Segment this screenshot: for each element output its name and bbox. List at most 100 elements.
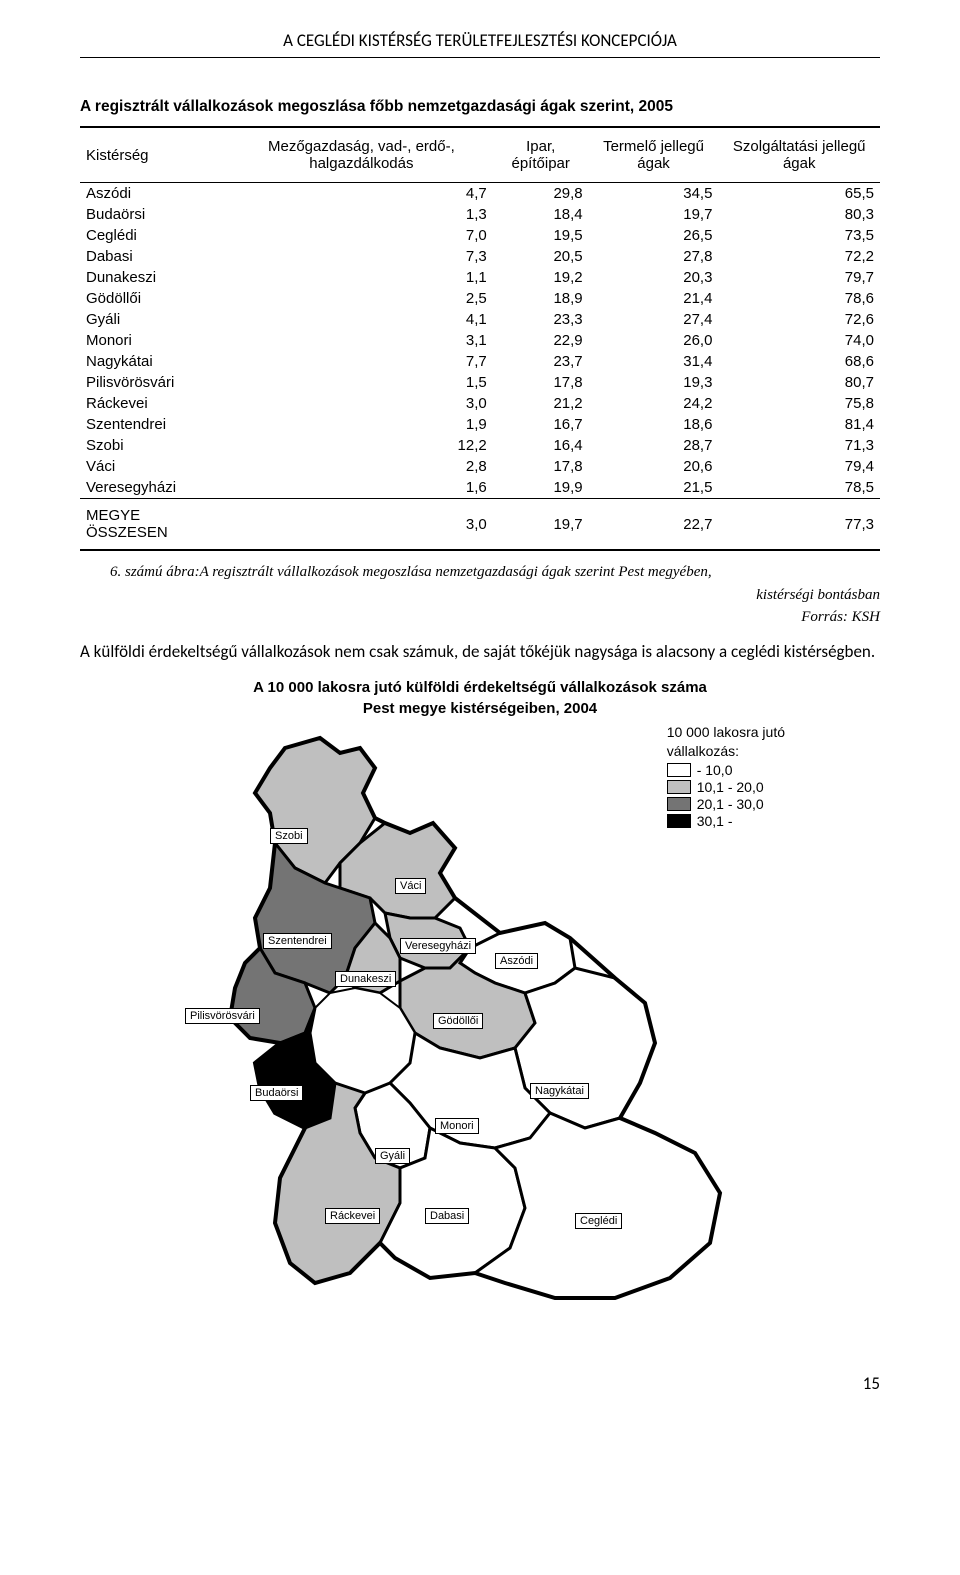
table-cell: 18,9 — [493, 288, 589, 309]
data-table-section: A regisztrált vállalkozások megoszlása f… — [80, 98, 880, 551]
table-cell: 3,0 — [230, 499, 493, 551]
page-header: A CEGLÉDI KISTÉRSÉG TERÜLETFEJLESZTÉSI K… — [80, 30, 880, 58]
table-cell: 7,3 — [230, 246, 493, 267]
table-cell: Szobi — [80, 435, 230, 456]
legend-swatch — [667, 797, 691, 811]
table-cell: Veresegyházi — [80, 477, 230, 499]
legend-title: 10 000 lakosra jutó vállalkozás: — [667, 723, 785, 759]
table-cell: Ceglédi — [80, 225, 230, 246]
table-cell: 19,9 — [493, 477, 589, 499]
legend-label: 20,1 - 30,0 — [697, 796, 764, 812]
table-header-cell: Mezőgazdaság, vad-, erdő-, halgazdálkodá… — [230, 127, 493, 183]
table-cell: 1,9 — [230, 414, 493, 435]
table-cell: 65,5 — [718, 183, 880, 205]
map-title: A 10 000 lakosra jutó külföldi érdekelts… — [80, 677, 880, 719]
table-row: Szobi12,216,428,771,3 — [80, 435, 880, 456]
table-cell: 12,2 — [230, 435, 493, 456]
table-cell: 79,7 — [718, 267, 880, 288]
table-cell: Pilisvörösvári — [80, 372, 230, 393]
table-row: Pilisvörösvári1,517,819,380,7 — [80, 372, 880, 393]
table-cell: Dabasi — [80, 246, 230, 267]
caption-line-1: 6. számú ábra:A regisztrált vállalkozáso… — [80, 561, 880, 584]
table-cell: 23,7 — [493, 351, 589, 372]
legend-label: 10,1 - 20,0 — [697, 779, 764, 795]
table-row: Aszódi4,729,834,565,5 — [80, 183, 880, 205]
legend-title-line-2: vállalkozás: — [667, 743, 739, 759]
table-cell: 22,9 — [493, 330, 589, 351]
table-row: Budaörsi1,318,419,780,3 — [80, 204, 880, 225]
table-cell: 75,8 — [718, 393, 880, 414]
table-cell: 74,0 — [718, 330, 880, 351]
region-label: Nagykátai — [530, 1083, 589, 1099]
table-row: Dabasi7,320,527,872,2 — [80, 246, 880, 267]
table-cell: 16,4 — [493, 435, 589, 456]
table-cell: Szentendrei — [80, 414, 230, 435]
page-number: 15 — [80, 1373, 880, 1394]
table-cell: 3,0 — [230, 393, 493, 414]
table-cell: 73,5 — [718, 225, 880, 246]
region-label: Szobi — [270, 828, 308, 844]
table-cell: 4,7 — [230, 183, 493, 205]
table-cell: 20,6 — [589, 456, 719, 477]
table-cell: 1,3 — [230, 204, 493, 225]
region-label: Veresegyházi — [400, 938, 476, 954]
table-cell: Váci — [80, 456, 230, 477]
table-row: Monori3,122,926,074,0 — [80, 330, 880, 351]
map-title-line-2: Pest megye kistérségeiben, 2004 — [363, 700, 597, 717]
table-row: Ráckevei3,021,224,275,8 — [80, 393, 880, 414]
region-label: Ráckevei — [325, 1208, 380, 1224]
legend-swatch — [667, 780, 691, 794]
table-cell: 34,5 — [589, 183, 719, 205]
table-cell: 19,2 — [493, 267, 589, 288]
table-cell: MEGYE ÖSSZESEN — [80, 499, 230, 551]
legend-swatch — [667, 763, 691, 777]
legend-row: 20,1 - 30,0 — [667, 796, 785, 812]
table-cell: 1,5 — [230, 372, 493, 393]
table-cell: 1,1 — [230, 267, 493, 288]
region-label: Ceglédi — [575, 1213, 622, 1229]
table-cell: 78,5 — [718, 477, 880, 499]
table-cell: 20,5 — [493, 246, 589, 267]
table-row: Ceglédi7,019,526,573,5 — [80, 225, 880, 246]
table-cell: 72,2 — [718, 246, 880, 267]
table-cell: 7,0 — [230, 225, 493, 246]
table-total-row: MEGYE ÖSSZESEN3,019,722,777,3 — [80, 499, 880, 551]
data-table: KistérségMezőgazdaság, vad-, erdő-, halg… — [80, 126, 880, 551]
table-cell: 17,8 — [493, 456, 589, 477]
legend-swatch — [667, 814, 691, 828]
table-cell: 28,7 — [589, 435, 719, 456]
table-cell: 17,8 — [493, 372, 589, 393]
table-cell: 19,5 — [493, 225, 589, 246]
table-cell: 80,7 — [718, 372, 880, 393]
table-cell: 27,4 — [589, 309, 719, 330]
table-cell: 20,3 — [589, 267, 719, 288]
table-header-cell: Termelő jellegű ágak — [589, 127, 719, 183]
table-cell: 81,4 — [718, 414, 880, 435]
table-cell: 2,5 — [230, 288, 493, 309]
table-cell: 19,7 — [493, 499, 589, 551]
caption-source: Forrás: KSH — [801, 609, 880, 625]
table-cell: 18,4 — [493, 204, 589, 225]
table-cell: 68,6 — [718, 351, 880, 372]
table-cell: Dunakeszi — [80, 267, 230, 288]
region-label: Gödöllői — [433, 1013, 483, 1029]
table-title: A regisztrált vállalkozások megoszlása f… — [80, 98, 880, 116]
region-label: Pilisvörösvári — [185, 1008, 260, 1024]
region-label: Váci — [395, 878, 426, 894]
region-label: Budaörsi — [250, 1085, 303, 1101]
table-cell: 77,3 — [718, 499, 880, 551]
table-cell: Aszódi — [80, 183, 230, 205]
region-label: Dabasi — [425, 1208, 469, 1224]
table-cell: 79,4 — [718, 456, 880, 477]
legend-label: - 10,0 — [697, 762, 733, 778]
region-label: Monori — [435, 1118, 479, 1134]
table-cell: 26,0 — [589, 330, 719, 351]
table-cell: Gyáli — [80, 309, 230, 330]
map-title-line-1: A 10 000 lakosra jutó külföldi érdekelts… — [253, 679, 707, 696]
table-cell: Budaörsi — [80, 204, 230, 225]
region-label: Szentendrei — [263, 933, 332, 949]
map-legend: 10 000 lakosra jutó vállalkozás: - 10,01… — [667, 723, 785, 829]
legend-row: 10,1 - 20,0 — [667, 779, 785, 795]
legend-row: 30,1 - — [667, 813, 785, 829]
body-paragraph: A külföldi érdekeltségű vállalkozások ne… — [80, 641, 880, 664]
